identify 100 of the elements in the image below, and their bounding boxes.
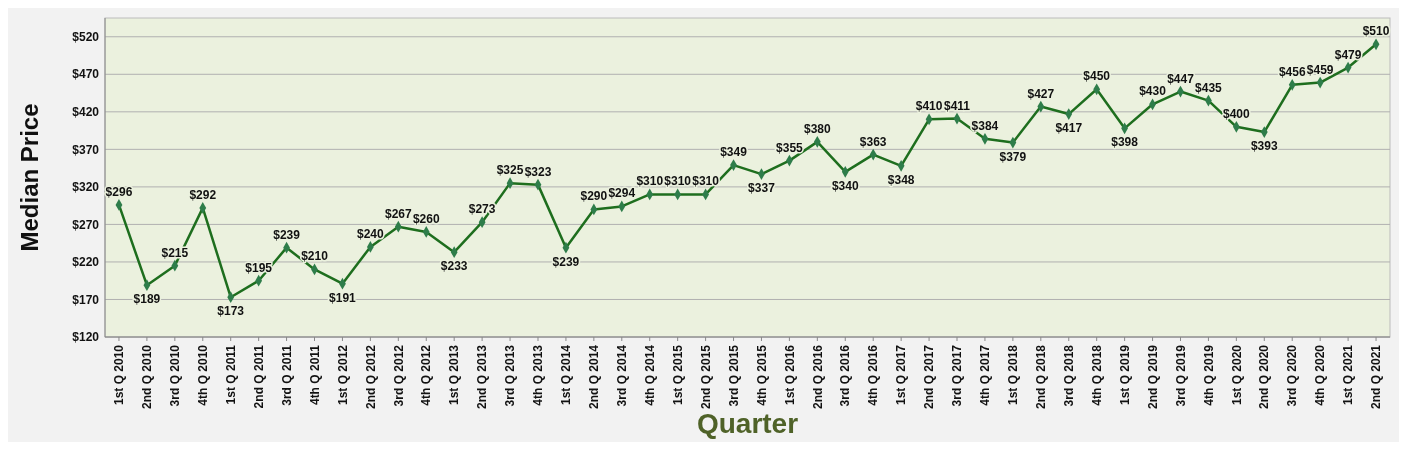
data-label: $292 xyxy=(189,187,217,202)
x-tick-label: 1st Q 2013 xyxy=(447,344,462,406)
data-label: $417 xyxy=(1055,121,1083,136)
x-tick-label: 4th Q 2014 xyxy=(642,344,657,406)
data-label: $323 xyxy=(524,164,552,179)
x-tick-label: 3rd Q 2016 xyxy=(838,344,853,407)
data-label: $260 xyxy=(412,211,440,226)
data-label: $173 xyxy=(217,304,245,319)
x-tick-label: 1st Q 2015 xyxy=(670,344,685,406)
x-tick-label: 3rd Q 2019 xyxy=(1173,344,1188,407)
x-tick-label: 2nd Q 2018 xyxy=(1034,344,1049,410)
x-tick-label: 2nd Q 2019 xyxy=(1145,344,1160,410)
data-label: $379 xyxy=(999,149,1027,164)
data-label: $435 xyxy=(1195,80,1223,95)
data-label: $348 xyxy=(887,172,915,187)
data-label: $239 xyxy=(273,227,301,242)
y-tick-label: $170 xyxy=(72,292,100,307)
y-tick-label: $220 xyxy=(72,255,100,270)
data-label: $427 xyxy=(1027,86,1055,101)
x-tick-label: 1st Q 2010 xyxy=(112,344,127,406)
data-label: $210 xyxy=(301,249,329,264)
x-tick-label: 3rd Q 2011 xyxy=(279,344,294,406)
data-label: $340 xyxy=(831,178,859,193)
data-label: $240 xyxy=(357,226,385,241)
x-tick-label: 3rd Q 2013 xyxy=(503,344,518,407)
x-tick-label: 1st Q 2018 xyxy=(1006,344,1021,406)
data-label: $393 xyxy=(1250,139,1278,154)
data-label: $380 xyxy=(803,121,832,136)
data-label: $310 xyxy=(636,174,664,189)
y-tick-label: $120 xyxy=(72,330,100,345)
x-tick-label: 1st Q 2019 xyxy=(1117,344,1132,406)
x-tick-label: 2nd Q 2014 xyxy=(587,344,602,410)
x-tick-label: 4th Q 2012 xyxy=(419,344,434,406)
data-label: $296 xyxy=(105,184,133,199)
data-label: $447 xyxy=(1167,71,1195,86)
data-label: $310 xyxy=(692,174,720,189)
data-label: $400 xyxy=(1223,106,1251,121)
data-label: $337 xyxy=(748,181,776,196)
x-tick-label: 2nd Q 2010 xyxy=(140,344,155,410)
x-tick-label: 2nd Q 2021 xyxy=(1369,344,1384,410)
x-tick-label: 1st Q 2017 xyxy=(894,344,909,406)
x-tick-label: 2nd Q 2016 xyxy=(810,344,825,410)
x-tick-label: 1st Q 2021 xyxy=(1341,344,1356,406)
data-label: $290 xyxy=(580,189,608,204)
x-tick-label: 2nd Q 2011 xyxy=(251,344,266,409)
y-tick-label: $470 xyxy=(72,67,100,82)
x-tick-label: 3rd Q 2010 xyxy=(168,344,183,407)
data-label: $233 xyxy=(440,259,468,274)
x-tick-label: 4th Q 2019 xyxy=(1201,344,1216,406)
x-tick-label: 4th Q 2016 xyxy=(866,344,881,406)
x-tick-label: 3rd Q 2015 xyxy=(726,344,741,407)
y-tick-label: $320 xyxy=(72,180,100,195)
data-label: $510 xyxy=(1362,24,1390,39)
data-label: $398 xyxy=(1111,135,1139,150)
data-label: $456 xyxy=(1278,64,1306,79)
data-label: $325 xyxy=(496,163,524,178)
data-label: $363 xyxy=(859,134,887,149)
x-tick-label: 3rd Q 2014 xyxy=(614,344,629,407)
data-label: $384 xyxy=(971,118,999,133)
y-tick-label: $270 xyxy=(72,217,100,232)
data-label: $349 xyxy=(720,145,748,160)
data-label: $355 xyxy=(776,140,804,155)
x-tick-label: 3rd Q 2018 xyxy=(1061,344,1076,407)
x-tick-label: 3rd Q 2020 xyxy=(1285,344,1300,407)
data-label: $267 xyxy=(384,206,412,221)
x-tick-label: 4th Q 2017 xyxy=(978,344,993,406)
x-tick-label: 4th Q 2010 xyxy=(195,344,210,406)
data-label: $189 xyxy=(133,292,161,307)
x-tick-label: 2nd Q 2012 xyxy=(363,344,378,410)
x-tick-label: 1st Q 2020 xyxy=(1229,344,1244,406)
y-tick-label: $370 xyxy=(72,142,100,157)
x-axis-title: Quarter xyxy=(696,408,799,439)
y-tick-label: $520 xyxy=(72,29,100,44)
x-tick-label: 2nd Q 2020 xyxy=(1257,344,1272,410)
x-tick-label: 2nd Q 2017 xyxy=(922,344,937,410)
y-axis-title: Median Price xyxy=(16,103,43,252)
y-tick-label: $420 xyxy=(72,105,100,120)
x-tick-label: 4th Q 2013 xyxy=(531,344,546,406)
x-tick-label: 1st Q 2014 xyxy=(559,344,574,406)
data-label: $411 xyxy=(943,98,971,113)
x-tick-label: 4th Q 2011 xyxy=(307,344,322,406)
x-tick-label: 3rd Q 2017 xyxy=(950,344,965,407)
x-tick-label: 1st Q 2016 xyxy=(782,344,797,406)
data-label: $450 xyxy=(1083,69,1111,84)
data-label: $479 xyxy=(1334,47,1362,62)
data-label: $239 xyxy=(552,254,580,269)
x-tick-label: 2nd Q 2015 xyxy=(698,344,713,410)
x-tick-label: 1st Q 2012 xyxy=(335,344,350,406)
x-tick-label: 4th Q 2020 xyxy=(1313,344,1328,406)
x-tick-label: 1st Q 2011 xyxy=(223,344,238,405)
x-tick-label: 2nd Q 2013 xyxy=(475,344,490,410)
x-tick-label: 4th Q 2015 xyxy=(754,344,769,406)
x-tick-label: 4th Q 2018 xyxy=(1089,344,1104,406)
data-label: $294 xyxy=(608,186,636,201)
data-label: $430 xyxy=(1139,84,1167,99)
x-tick-label: 3rd Q 2012 xyxy=(391,344,406,407)
data-label: $410 xyxy=(915,99,943,114)
data-label: $191 xyxy=(329,290,357,305)
data-label: $310 xyxy=(664,174,692,189)
data-label: $459 xyxy=(1306,62,1334,77)
